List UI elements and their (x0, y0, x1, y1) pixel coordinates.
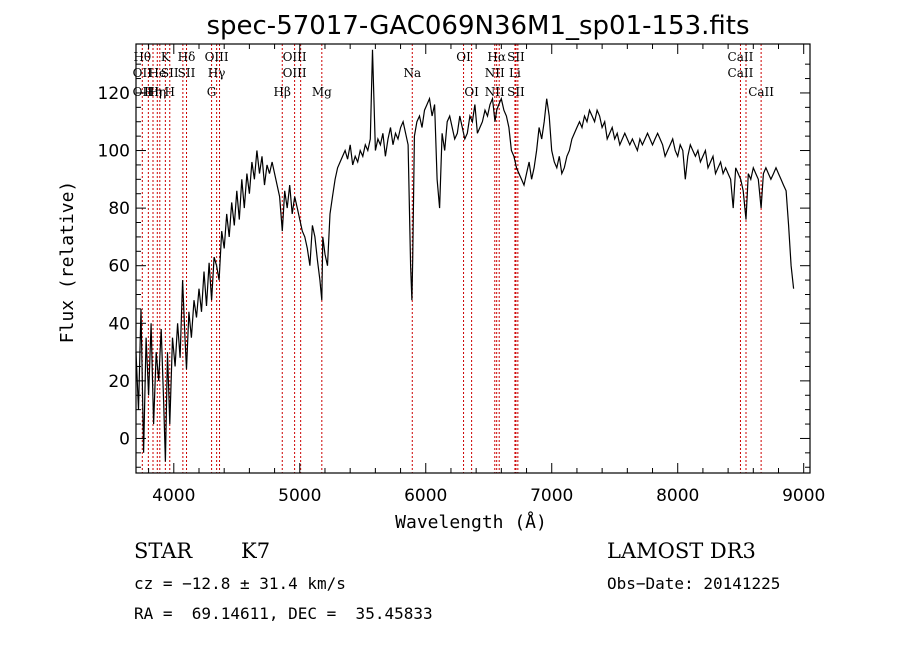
x-tick-label: 9000 (782, 486, 825, 506)
x-tick-label: 4000 (152, 486, 195, 506)
y-axis-ticks: 0 20 40 60 80 100 120 (98, 63, 810, 468)
spectrum-series (135, 49, 795, 462)
line-marker-label: Hη (144, 85, 162, 99)
line-marker-label: Mg (312, 85, 332, 99)
survey-label: LAMOST DR3 (607, 539, 756, 563)
line-marker-label: Hθ (133, 50, 151, 64)
y-tick-label: 20 (108, 372, 130, 392)
y-tick-label: 0 (119, 429, 130, 449)
line-marker-label: K (161, 50, 171, 64)
line-marker-label: Li (509, 66, 521, 80)
line-marker-label: SII (161, 66, 179, 80)
redshift-text: cz = −12.8 ± 31.4 km/s (134, 574, 346, 593)
line-marker-label: Na (403, 66, 421, 80)
x-tick-label: 7000 (530, 486, 573, 506)
line-marker-label: SII (507, 85, 525, 99)
line-marker-label: Hα (487, 50, 506, 64)
y-tick-label: 40 (108, 314, 130, 334)
line-marker-label: OI (456, 50, 471, 64)
y-tick-label: 80 (108, 199, 130, 219)
x-axis-ticks: 4000 5000 6000 7000 8000 9000 (148, 44, 825, 506)
line-marker-label: CaII (728, 66, 754, 80)
line-marker-label: H (165, 85, 175, 99)
line-marker-label: Hδ (178, 50, 196, 64)
line-marker-label: NII (485, 85, 505, 99)
x-tick-label: 8000 (656, 486, 699, 506)
plot-frame (135, 43, 811, 474)
line-marker-label: G (207, 85, 217, 99)
coordinates-text: RA = 69.14611, DEC = 35.45833 (134, 604, 433, 623)
line-marker-label: Hη (148, 85, 166, 99)
x-tick-label: 5000 (278, 486, 321, 506)
line-marker-label: CaII (748, 85, 774, 99)
line-marker-label: SII (178, 66, 196, 80)
y-tick-label: 100 (98, 142, 130, 162)
x-tick-label: 6000 (404, 486, 447, 506)
line-marker-label: OI (464, 85, 479, 99)
y-tick-label: 60 (108, 257, 130, 277)
line-marker-label: Hβ (274, 85, 291, 99)
chart-title: spec-57017-GAC069N36M1_sp01-153.fits (206, 11, 749, 41)
obs-date-text: Obs−Date: 20141225 (607, 574, 781, 593)
line-marker-label: He (149, 66, 167, 80)
line-markers (141, 44, 762, 473)
line-marker-label: OIII (283, 50, 307, 64)
y-axis-label: Flux (relative) (57, 181, 78, 344)
line-marker-labels: HθOIIOIIHηHeHηKSIIHHδSIIGOIIIHγHβOIIIOII… (133, 50, 775, 99)
class-label: STAR (134, 539, 193, 563)
line-marker-label: OIII (283, 66, 307, 80)
line-marker-label: NII (485, 66, 505, 80)
line-marker-label: OII (133, 85, 153, 99)
y-tick-label: 120 (98, 84, 130, 104)
x-axis-label: Wavelength (Å) (395, 511, 547, 533)
line-marker-label: OII (133, 66, 153, 80)
line-marker-label: OIII (205, 50, 229, 64)
subclass-label: K7 (241, 539, 271, 563)
spectrum-line (135, 49, 795, 462)
line-marker-label: CaII (728, 50, 754, 64)
line-marker-label: Hγ (208, 66, 226, 80)
line-marker-label: SII (507, 50, 525, 64)
